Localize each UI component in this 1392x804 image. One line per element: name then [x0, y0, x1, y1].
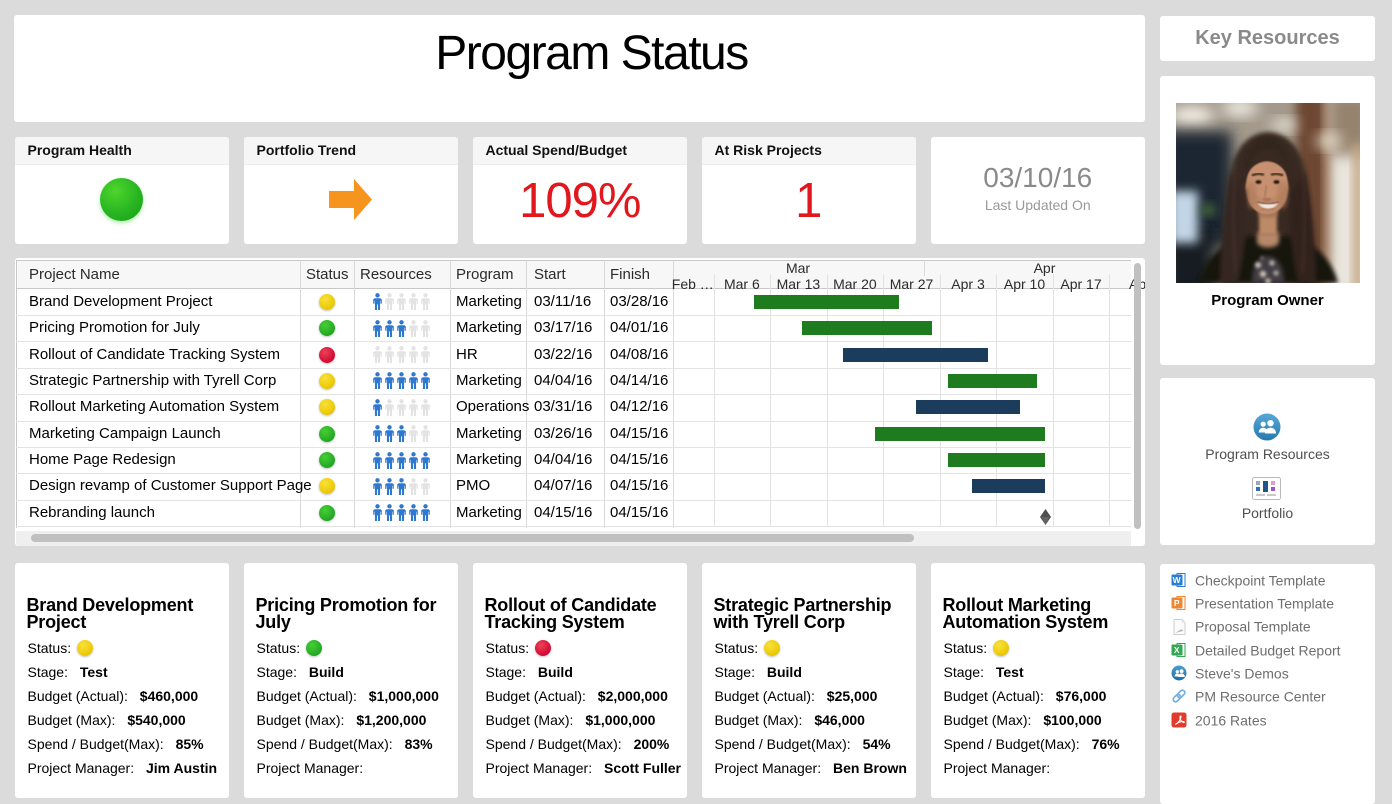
svg-text:W: W [1173, 575, 1182, 585]
svg-text:X: X [1174, 645, 1180, 655]
svg-text:P: P [1174, 598, 1180, 608]
